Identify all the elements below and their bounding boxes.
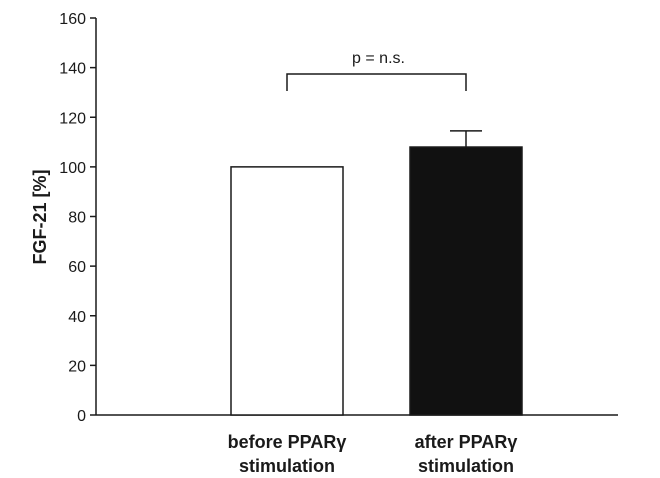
y-tick-label: 100 xyxy=(59,160,86,177)
y-axis-title: FGF-21 [%] xyxy=(30,169,50,264)
x-category-label: stimulation xyxy=(239,456,335,476)
x-category-label: stimulation xyxy=(418,456,514,476)
x-category-label: before PPARγ xyxy=(228,432,347,452)
y-tick-label: 20 xyxy=(68,358,86,375)
y-tick-label: 160 xyxy=(59,11,86,28)
error-bars xyxy=(450,130,482,148)
bars xyxy=(230,146,523,416)
category-labels: before PPARγ stimulation after PPARγ stimul… xyxy=(228,432,518,476)
y-tick-label: 60 xyxy=(68,259,86,276)
y-tick-label: 80 xyxy=(68,210,86,227)
y-axis: 0 20 40 60 80 100 120 140 160 xyxy=(59,11,97,425)
y-tick-label: 0 xyxy=(77,408,86,425)
significance-bracket: p = n.s. xyxy=(286,50,467,91)
bar xyxy=(230,166,344,416)
bar xyxy=(409,146,523,416)
y-tick-label: 120 xyxy=(59,110,86,127)
x-category-label: after PPARγ xyxy=(415,432,518,452)
y-tick-label: 40 xyxy=(68,309,86,326)
significance-label: p = n.s. xyxy=(352,50,405,67)
y-tick-label: 140 xyxy=(59,61,86,78)
bracket-line xyxy=(286,73,467,91)
